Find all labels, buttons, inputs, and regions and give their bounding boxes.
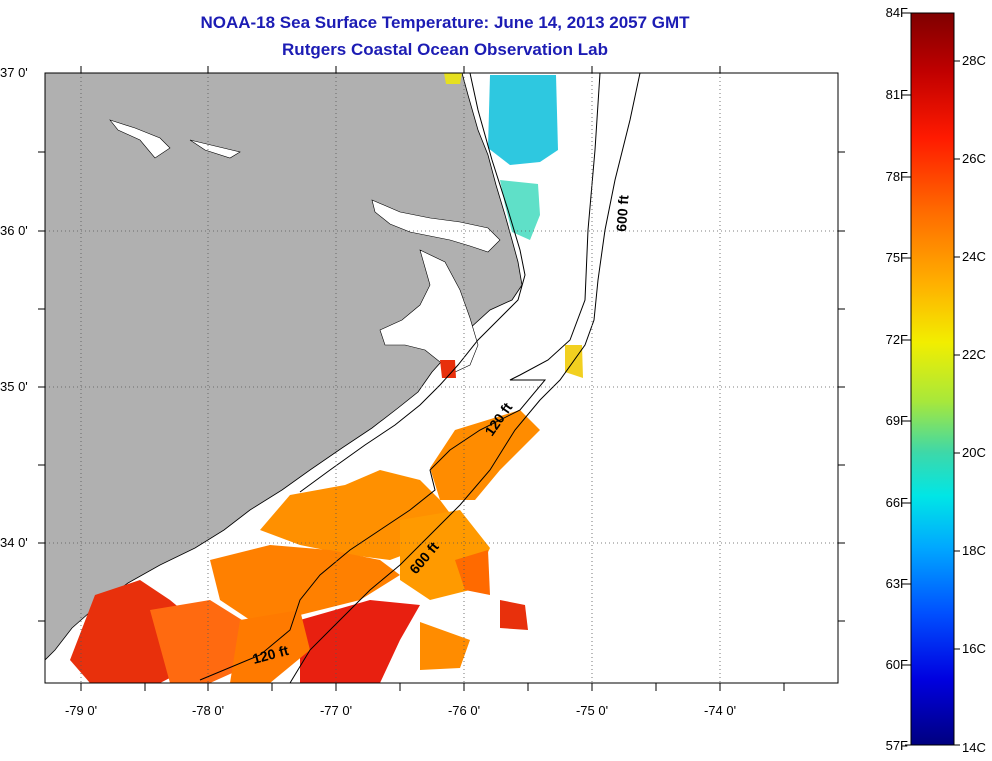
- graticule: [45, 73, 838, 683]
- colorbar-f-label: 69F: [885, 413, 908, 428]
- lon-label: -75 0': [575, 703, 609, 718]
- colorbar-f-label: 81F: [885, 87, 908, 102]
- lat-label: 35 0': [0, 379, 28, 394]
- colorbar-c-label: 24C: [962, 249, 986, 264]
- colorbar-f-label: 84F: [885, 5, 908, 20]
- lon-label: -77 0': [319, 703, 353, 718]
- lon-label: -76 0': [447, 703, 481, 718]
- river-channel-2: [189, 139, 241, 159]
- lat-label: 37 0': [0, 65, 28, 80]
- barrier-islands: [299, 73, 526, 493]
- lon-label: -74 0': [703, 703, 737, 718]
- contour-label-600-north: 600 ft: [613, 194, 632, 232]
- colorbar-c-label: 18C: [962, 543, 986, 558]
- colorbar-c-label: 22C: [962, 347, 986, 362]
- colorbar-f-label: 60F: [885, 657, 908, 672]
- isobath-600: [289, 73, 641, 683]
- lat-label: 34 0': [0, 535, 28, 550]
- colorbar-f-label: 66F: [885, 495, 908, 510]
- colorbar: [910, 12, 955, 746]
- pamlico-sound: [379, 249, 479, 373]
- lon-label: -79 0': [64, 703, 98, 718]
- colorbar-ticks: [905, 12, 960, 746]
- isobath-120: [199, 73, 601, 681]
- colorbar-f-label: 63F: [885, 576, 908, 591]
- lon-label: -78 0': [191, 703, 225, 718]
- axis-ticks: [38, 66, 845, 691]
- river-channel: [109, 119, 171, 159]
- colorbar-c-label: 20C: [962, 445, 986, 460]
- colorbar-f-label: 75F: [885, 250, 908, 265]
- colorbar-c-label: 14C: [962, 740, 986, 755]
- map-title: NOAA-18 Sea Surface Temperature: June 14…: [200, 13, 690, 32]
- colorbar-f-label: 78F: [885, 169, 908, 184]
- lat-label: 36 0': [0, 223, 28, 238]
- colorbar-f-label: 57F: [885, 738, 908, 753]
- colorbar-f-label: 72F: [885, 332, 908, 347]
- sst-patches: [70, 73, 583, 683]
- map-subtitle: Rutgers Coastal Ocean Observation Lab: [282, 40, 608, 59]
- colorbar-c-label: 16C: [962, 641, 986, 656]
- albemarle-sound: [371, 199, 501, 253]
- colorbar-c-label: 26C: [962, 151, 986, 166]
- colorbar-c-label: 28C: [962, 53, 986, 68]
- plot-frame: [44, 72, 839, 684]
